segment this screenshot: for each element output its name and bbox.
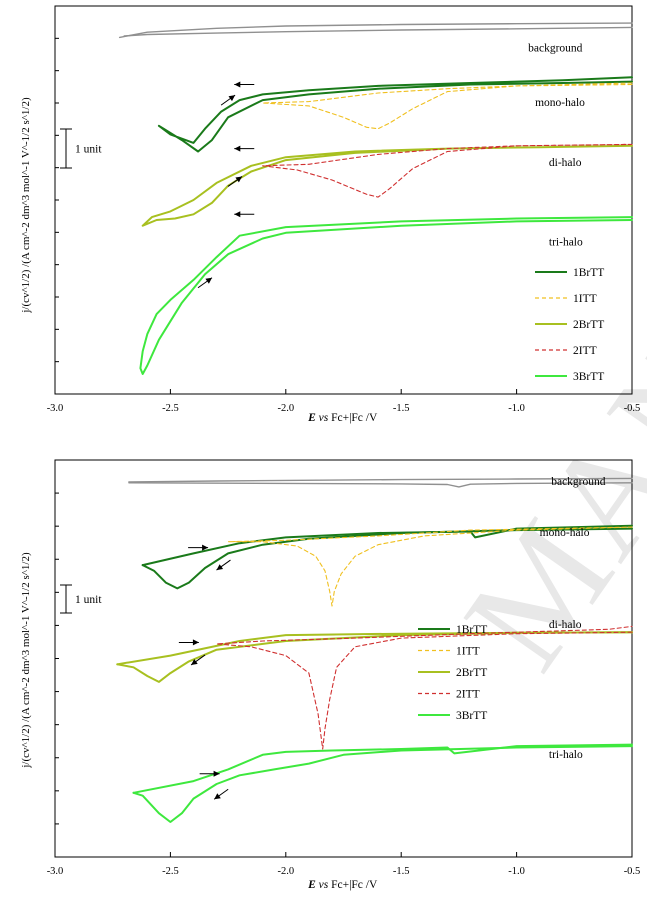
legend-label: 2ITT xyxy=(573,345,597,357)
x-tick-label: -1.5 xyxy=(393,866,410,877)
legend-label: 3BrTT xyxy=(573,371,604,383)
trace-label: mono-halo xyxy=(535,97,585,109)
x-tick-label: -0.5 xyxy=(624,403,641,414)
series-line xyxy=(262,143,633,198)
series-line xyxy=(141,524,633,567)
series-line xyxy=(157,76,633,153)
sweep-arrowhead xyxy=(216,564,224,571)
sweep-arrowhead xyxy=(191,659,198,665)
x-tick-label: -2.5 xyxy=(162,403,179,414)
legend-label: 1BrTT xyxy=(456,624,487,636)
x-tick-label: -1.0 xyxy=(508,866,525,877)
x-tick-label: -0.5 xyxy=(624,866,641,877)
sweep-arrowhead xyxy=(213,770,220,777)
series-line xyxy=(118,22,633,39)
x-tick-label: -1.0 xyxy=(508,403,525,414)
series-line xyxy=(132,745,633,823)
legend-label: 3BrTT xyxy=(456,710,487,722)
series-line xyxy=(123,26,633,37)
series-line xyxy=(116,631,633,683)
x-axis-label: E vs Fc+|Fc /V xyxy=(307,879,378,891)
sweep-arrowhead xyxy=(228,95,236,102)
sweep-arrowhead xyxy=(202,544,209,551)
series-line xyxy=(128,477,633,483)
x-tick-label: -2.0 xyxy=(277,403,294,414)
x-tick-label: -2.0 xyxy=(277,866,294,877)
y-axis-label: j/(cv^1/2) /(A cm^-2 dm^3 mol^-1 V^-1/2 … xyxy=(20,97,32,314)
trace-label: background xyxy=(551,476,606,488)
trace-label: tri-halo xyxy=(549,749,583,761)
plot-frame xyxy=(54,459,633,858)
legend-label: 2BrTT xyxy=(456,667,487,679)
trace-label: mono-halo xyxy=(540,527,590,539)
trace-label: di-halo xyxy=(549,619,582,631)
scale-bar-label: 1 unit xyxy=(75,144,102,156)
sweep-arrowhead xyxy=(234,145,241,152)
y-axis-label: j/(cv^1/2) /(A cm^-2 dm^3 mol^-1 V^-1/2 … xyxy=(20,552,32,769)
legend-label: 1BrTT xyxy=(573,267,604,279)
series-line xyxy=(141,144,633,227)
sweep-arrowhead xyxy=(192,639,199,646)
plot-frame xyxy=(54,5,633,395)
x-tick-label: -1.5 xyxy=(393,403,410,414)
sweep-arrowhead xyxy=(235,176,242,183)
legend-label: 2BrTT xyxy=(573,319,604,331)
series-line xyxy=(262,82,633,130)
legend-label: 2ITT xyxy=(456,689,480,701)
x-tick-label: -3.0 xyxy=(47,403,64,414)
legend-label: 1ITT xyxy=(456,646,480,658)
sweep-arrowhead xyxy=(205,277,212,284)
series-line xyxy=(139,216,633,375)
trace-label: tri-halo xyxy=(549,237,583,249)
series-line xyxy=(216,625,633,750)
series-line xyxy=(141,527,633,590)
trace-label: di-halo xyxy=(549,157,582,169)
x-tick-label: -2.5 xyxy=(162,866,179,877)
series-line xyxy=(128,482,633,488)
chart-top: -3.0 -2.5 -2.0 -1.5 -1.0 -0.5 1 unit background… xyxy=(20,5,641,424)
trace-label: background xyxy=(528,43,583,55)
legend-label: 1ITT xyxy=(573,293,597,305)
sweep-arrowhead xyxy=(234,81,241,88)
chart-bottom: -3.0 -2.5 -2.0 -1.5 -1.0 -0.5 1 unit background… xyxy=(20,459,641,891)
scale-bar-label: 1 unit xyxy=(75,594,102,606)
sweep-arrowhead xyxy=(234,211,241,218)
x-axis-label: E vs Fc+|Fc /V xyxy=(307,412,378,424)
x-tick-label: -3.0 xyxy=(47,866,64,877)
sweep-arrowhead xyxy=(214,793,221,800)
series-line xyxy=(227,526,633,607)
